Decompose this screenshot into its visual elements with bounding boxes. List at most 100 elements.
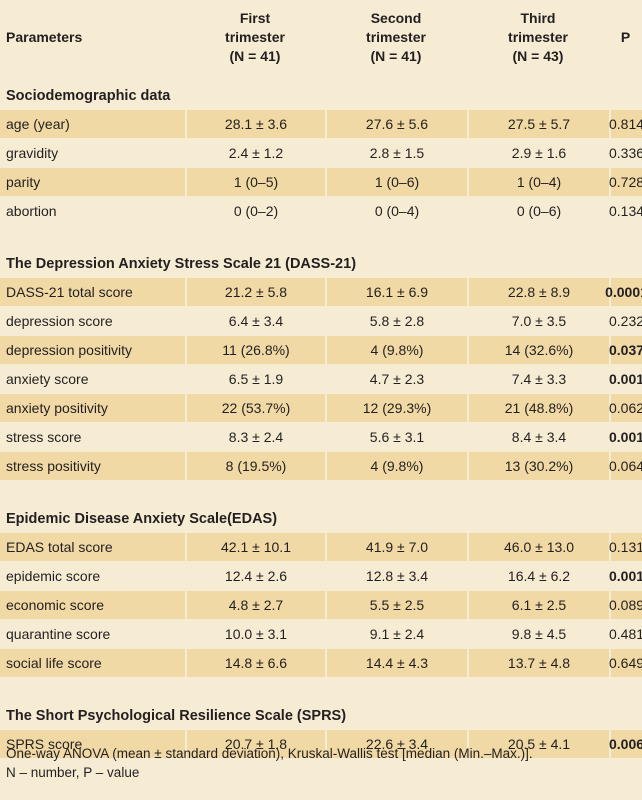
- second-trimester-value: 0 (0–4): [325, 197, 467, 226]
- table-row: abortion 0 (0–2) 0 (0–4) 0 (0–6) 0.134: [0, 197, 642, 226]
- second-trimester-value: 9.1 ± 2.4: [325, 620, 467, 649]
- row-label: EDAS total score: [0, 533, 185, 562]
- first-trimester-value: 4.8 ± 2.7: [185, 591, 325, 620]
- first-trimester-value: 28.1 ± 3.6: [185, 110, 325, 139]
- section-title: Epidemic Disease Anxiety Scale(EDAS): [6, 511, 278, 527]
- third-trimester-value: 0 (0–6): [467, 197, 609, 226]
- p-value: 0.131: [609, 533, 642, 562]
- table-row: depression score 6.4 ± 3.4 5.8 ± 2.8 7.0 ± …: [0, 307, 642, 336]
- third-trimester-value: 7.4 ± 3.3: [467, 365, 609, 394]
- first-trimester-value: 11 (26.8%): [185, 336, 325, 365]
- row-label: epidemic score: [0, 562, 185, 591]
- table-row: gravidity 2.4 ± 1.2 2.8 ± 1.5 2.9 ± 1.6 0.33…: [0, 139, 642, 168]
- third-trimester-value: 6.1 ± 2.5: [467, 591, 609, 620]
- p-value: 0.134: [609, 197, 642, 226]
- second-trimester-value: 1 (0–6): [325, 168, 467, 197]
- footnote-line-1: One-way ANOVA (mean ± standard deviation…: [6, 746, 533, 761]
- p-value: 0.336: [609, 139, 642, 168]
- second-trimester-value: 41.9 ± 7.0: [325, 533, 467, 562]
- table-row: DASS-21 total score 21.2 ± 5.8 16.1 ± 6.9 2…: [0, 278, 642, 307]
- p-value: 0.0001: [605, 278, 642, 307]
- second-trimester-value: 12.8 ± 3.4: [325, 562, 467, 591]
- row-label: depression positivity: [0, 336, 185, 365]
- p-value: 0.062: [609, 394, 642, 423]
- table-row: social life score 14.8 ± 6.6 14.4 ± 4.3 13.…: [0, 649, 642, 678]
- p-value: 0.001: [609, 562, 642, 591]
- second-trimester-value: 4 (9.8%): [325, 452, 467, 481]
- table-header: Parameters First trimester (N = 41) Seco…: [0, 0, 642, 74]
- p-value: 0.037: [609, 336, 642, 365]
- table-row: EDAS total score 42.1 ± 10.1 41.9 ± 7.0 46.…: [0, 533, 642, 562]
- second-trimester-value: 12 (29.3%): [325, 394, 467, 423]
- first-trimester-value: 1 (0–5): [185, 168, 325, 197]
- third-trimester-value: 13.7 ± 4.8: [467, 649, 609, 678]
- third-trimester-value: 2.9 ± 1.6: [467, 139, 609, 168]
- header-first-trimester: First trimester (N = 41): [225, 9, 285, 64]
- row-label: abortion: [0, 197, 185, 226]
- third-trimester-value: 20.5 ± 4.1: [467, 730, 609, 759]
- table-row: parity 1 (0–5) 1 (0–6) 1 (0–4) 0.728: [0, 168, 642, 197]
- section-title: Sociodemographic data: [6, 88, 171, 104]
- third-trimester-value: 9.8 ± 4.5: [467, 620, 609, 649]
- third-trimester-value: 27.5 ± 5.7: [467, 110, 609, 139]
- second-trimester-value: 2.8 ± 1.5: [325, 139, 467, 168]
- row-label: stress score: [0, 423, 185, 452]
- p-value: 0.232: [609, 307, 642, 336]
- first-trimester-value: 8 (19.5%): [185, 452, 325, 481]
- row-label: quarantine score: [0, 620, 185, 649]
- third-trimester-value: 16.4 ± 6.2: [467, 562, 609, 591]
- first-trimester-value: 12.4 ± 2.6: [185, 562, 325, 591]
- second-trimester-value: 4 (9.8%): [325, 336, 467, 365]
- row-label: SPRS score: [0, 730, 185, 759]
- second-trimester-value: 27.6 ± 5.6: [325, 110, 467, 139]
- header-second-trimester: Second trimester (N = 41): [366, 9, 426, 64]
- table-row: stress positivity 8 (19.5%) 4 (9.8%) 13 (30…: [0, 452, 642, 481]
- p-value: 0.481: [609, 620, 642, 649]
- third-trimester-value: 13 (30.2%): [467, 452, 609, 481]
- row-label: anxiety score: [0, 365, 185, 394]
- second-trimester-value: 14.4 ± 4.3: [325, 649, 467, 678]
- row-label: DASS-21 total score: [0, 278, 185, 307]
- p-value: 0.064: [609, 452, 642, 481]
- p-value: 0.006: [609, 730, 642, 759]
- first-trimester-value: 10.0 ± 3.1: [185, 620, 325, 649]
- row-label: economic score: [0, 591, 185, 620]
- first-trimester-value: 2.4 ± 1.2: [185, 139, 325, 168]
- third-trimester-value: 1 (0–4): [467, 168, 609, 197]
- first-trimester-value: 21.2 ± 5.8: [185, 278, 325, 307]
- table-row: depression positivity 11 (26.8%) 4 (9.8%) 1…: [0, 336, 642, 365]
- section-title: The Depression Anxiety Stress Scale 21 (…: [6, 256, 357, 272]
- third-trimester-value: 7.0 ± 3.5: [467, 307, 609, 336]
- p-value: 0.649: [609, 649, 642, 678]
- header-p-value: P: [620, 28, 631, 45]
- table-row: stress score 8.3 ± 2.4 5.6 ± 3.1 8.4 ± 3.4 0…: [0, 423, 642, 452]
- third-trimester-value: 21 (48.8%): [467, 394, 609, 423]
- footnote-line-2: N – number, P – value: [6, 765, 140, 780]
- table-row: SPRS score 20.7 ± 1.8 22.6 ± 3.4 20.5 ± 4.1…: [0, 730, 642, 759]
- table-row: epidemic score 12.4 ± 2.6 12.8 ± 3.4 16.4 ±…: [0, 562, 642, 591]
- row-label: anxiety positivity: [0, 394, 185, 423]
- second-trimester-value: 16.1 ± 6.9: [325, 278, 467, 307]
- second-trimester-value: 5.6 ± 3.1: [325, 423, 467, 452]
- first-trimester-value: 0 (0–2): [185, 197, 325, 226]
- second-trimester-value: 5.5 ± 2.5: [325, 591, 467, 620]
- row-label: social life score: [0, 649, 185, 678]
- row-label: parity: [0, 168, 185, 197]
- p-value: 0.814: [609, 110, 642, 139]
- first-trimester-value: 22 (53.7%): [185, 394, 325, 423]
- second-trimester-value: 22.6 ± 3.4: [325, 730, 467, 759]
- first-trimester-value: 6.4 ± 3.4: [185, 307, 325, 336]
- row-label: depression score: [0, 307, 185, 336]
- third-trimester-value: 22.8 ± 8.9: [467, 278, 609, 307]
- p-value: 0.728: [609, 168, 642, 197]
- third-trimester-value: 14 (32.6%): [467, 336, 609, 365]
- first-trimester-value: 8.3 ± 2.4: [185, 423, 325, 452]
- second-trimester-value: 4.7 ± 2.3: [325, 365, 467, 394]
- header-parameters: Parameters: [6, 28, 83, 45]
- table-body: Sociodemographic data age (year) 28.1 ± 3.…: [0, 74, 642, 759]
- row-label: gravidity: [0, 139, 185, 168]
- first-trimester-value: 6.5 ± 1.9: [185, 365, 325, 394]
- row-label: stress positivity: [0, 452, 185, 481]
- header-third-trimester: Third trimester (N = 43): [508, 9, 568, 64]
- table-row: anxiety score 6.5 ± 1.9 4.7 ± 2.3 7.4 ± 3.3…: [0, 365, 642, 394]
